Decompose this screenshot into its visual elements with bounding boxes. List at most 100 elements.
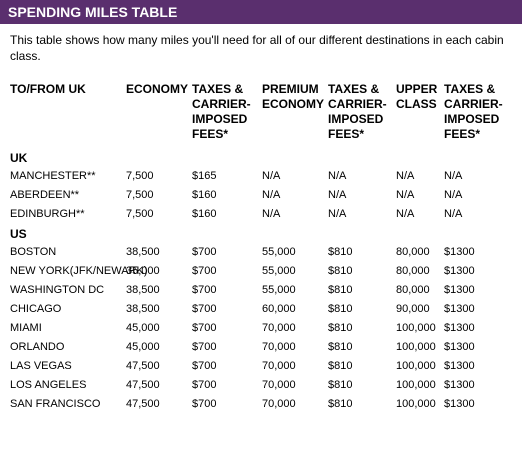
value-cell: 38,500 [126,284,160,296]
value-cell: N/A [444,189,463,201]
table-row: BOSTON 38,500 $700 55,000 $810 80,000 $1300 [8,243,522,262]
value-cell: $810 [328,322,353,334]
value-cell: 55,000 [262,284,296,296]
table-row: EDINBURGH** 7,500 $160 N/A N/A N/A N/A [8,205,522,224]
value-cell: N/A [328,208,347,220]
value-cell: $810 [328,303,353,315]
table-body: UK MANCHESTER** 7,500 $165 N/A N/A N/A N/A ABERD… [8,148,522,414]
header-premium-taxes: TAXES & CARRIER-IMPOSED FEES* [328,82,387,141]
table-row: ORLANDO 45,000 $700 70,000 $810 100,000 $1300 [8,338,522,357]
page-title: SPENDING MILES TABLE [0,0,522,24]
value-cell: $810 [328,341,353,353]
destination-cell: ORLANDO [10,341,65,353]
value-cell: N/A [444,208,463,220]
header-upper-taxes: TAXES & CARRIER-IMPOSED FEES* [444,82,503,141]
value-cell: 47,500 [126,398,160,410]
value-cell: $700 [192,341,217,353]
value-cell: $165 [192,170,217,182]
value-cell: $700 [192,322,217,334]
destination-cell: ABERDEEN** [10,189,80,201]
value-cell: $700 [192,360,217,372]
table-row: WASHINGTON DC 38,500 $700 55,000 $810 80,000 $… [8,281,522,300]
value-cell: 45,000 [126,341,160,353]
value-cell: 55,000 [262,246,296,258]
value-cell: $1300 [444,360,475,372]
value-cell: 47,500 [126,379,160,391]
destination-cell: LOS ANGELES [10,379,87,391]
header-row: TO/FROM UK ECONOMY TAXES & CARRIER-IMPOS… [8,82,522,148]
value-cell: 55,000 [262,265,296,277]
value-cell: 45,000 [126,322,160,334]
value-cell: $1300 [444,303,475,315]
value-cell: N/A [262,208,281,220]
destination-cell: BOSTON [10,246,57,258]
value-cell: $810 [328,246,353,258]
value-cell: 38,500 [126,246,160,258]
value-cell: N/A [328,170,347,182]
value-cell: $1300 [444,284,475,296]
value-cell: 7,500 [126,189,154,201]
value-cell: $160 [192,208,217,220]
value-cell: $810 [328,265,353,277]
section-row: UK [8,148,522,167]
value-cell: 80,000 [396,246,430,258]
section-heading: US [10,227,27,241]
value-cell: 80,000 [396,284,430,296]
value-cell: 100,000 [396,341,436,353]
section-heading: UK [10,151,28,165]
table-row: SAN FRANCISCO 47,500 $700 70,000 $810 100,000… [8,395,522,414]
value-cell: 70,000 [262,341,296,353]
value-cell: 70,000 [262,322,296,334]
header-destination: TO/FROM UK [10,82,86,96]
table-row: NEW YORK(JFK/NEWARK) 35,000 $700 55,000 $810… [8,262,522,281]
value-cell: $700 [192,398,217,410]
destination-cell: NEW YORK(JFK/NEWARK) [10,265,148,277]
value-cell: N/A [262,189,281,201]
value-cell: 38,500 [126,303,160,315]
value-cell: $700 [192,246,217,258]
section-row: US [8,224,522,243]
value-cell: $1300 [444,246,475,258]
table-row: MANCHESTER** 7,500 $165 N/A N/A N/A N/A [8,167,522,186]
value-cell: N/A [396,170,415,182]
value-cell: 70,000 [262,379,296,391]
value-cell: N/A [328,189,347,201]
intro-text: This table shows how many miles you'll n… [10,33,504,63]
destination-cell: SAN FRANCISCO [10,398,101,410]
destination-cell: MANCHESTER** [10,170,96,182]
header-premium-economy: PREMIUM ECONOMY [262,82,325,111]
value-cell: $810 [328,379,353,391]
value-cell: $700 [192,379,217,391]
table-row: MIAMI 45,000 $700 70,000 $810 100,000 $1300 [8,319,522,338]
value-cell: 90,000 [396,303,430,315]
value-cell: 7,500 [126,170,154,182]
value-cell: 47,500 [126,360,160,372]
destination-cell: CHICAGO [10,303,62,315]
value-cell: 35,000 [126,265,160,277]
value-cell: $1300 [444,398,475,410]
value-cell: $1300 [444,341,475,353]
value-cell: $810 [328,284,353,296]
value-cell: $160 [192,189,217,201]
value-cell: 100,000 [396,379,436,391]
value-cell: $1300 [444,379,475,391]
table-row: LOS ANGELES 47,500 $700 70,000 $810 100,000 $1… [8,376,522,395]
table-row: ABERDEEN** 7,500 $160 N/A N/A N/A N/A [8,186,522,205]
value-cell: N/A [396,208,415,220]
value-cell: $1300 [444,322,475,334]
header-economy: ECONOMY [126,82,189,96]
destination-cell: MIAMI [10,322,42,334]
table-row: CHICAGO 38,500 $700 60,000 $810 90,000 $1300 [8,300,522,319]
miles-table: TO/FROM UK ECONOMY TAXES & CARRIER-IMPOS… [8,82,522,414]
table-row: LAS VEGAS 47,500 $700 70,000 $810 100,000 $130… [8,357,522,376]
value-cell: N/A [262,170,281,182]
value-cell: 70,000 [262,360,296,372]
destination-cell: LAS VEGAS [10,360,72,372]
destination-cell: WASHINGTON DC [10,284,105,296]
value-cell: 100,000 [396,322,436,334]
value-cell: 7,500 [126,208,154,220]
value-cell: N/A [444,170,463,182]
value-cell: $700 [192,303,217,315]
value-cell: $700 [192,284,217,296]
value-cell: 80,000 [396,265,430,277]
